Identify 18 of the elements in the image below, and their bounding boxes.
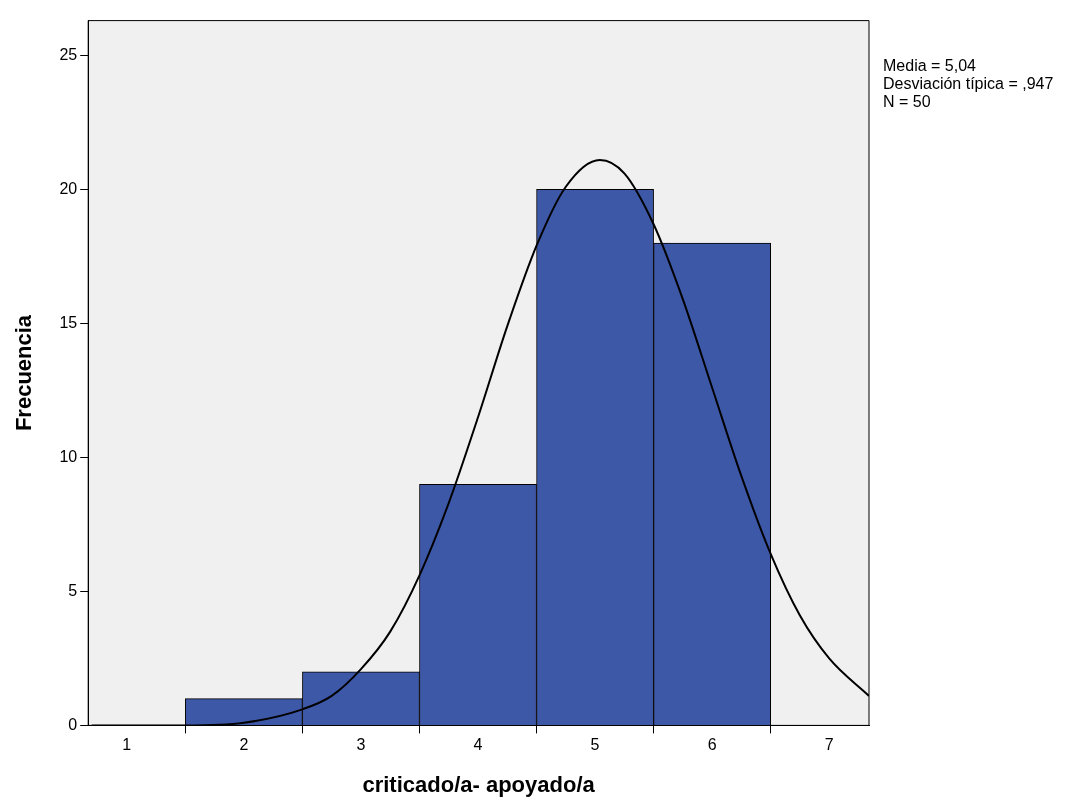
text: N = 50 — [883, 93, 931, 111]
y-tick-label: 5 — [68, 581, 78, 599]
x-tick-label: 6 — [707, 736, 717, 754]
y-tick-label: 10 — [59, 447, 78, 465]
x-axis-title: criticado/a- apoyado/a — [362, 771, 596, 797]
y-tick-label: 20 — [59, 179, 78, 197]
y-tick-label: 0 — [68, 715, 78, 733]
text: Media = 5,04 — [883, 57, 977, 75]
y-axis-title: Frecuencia — [11, 314, 37, 432]
x-tick-label: 1 — [122, 736, 132, 754]
x-tick-label: 5 — [590, 736, 600, 754]
x-tick-label: 4 — [473, 736, 483, 754]
y-tick-label: 15 — [59, 313, 78, 331]
x-tick-label: 3 — [356, 736, 366, 754]
y-tick-label: 25 — [59, 45, 78, 63]
x-tick-label: 2 — [239, 736, 249, 754]
x-tick-label: 7 — [824, 736, 834, 754]
text: Desviación típica = ,947 — [883, 75, 1054, 93]
